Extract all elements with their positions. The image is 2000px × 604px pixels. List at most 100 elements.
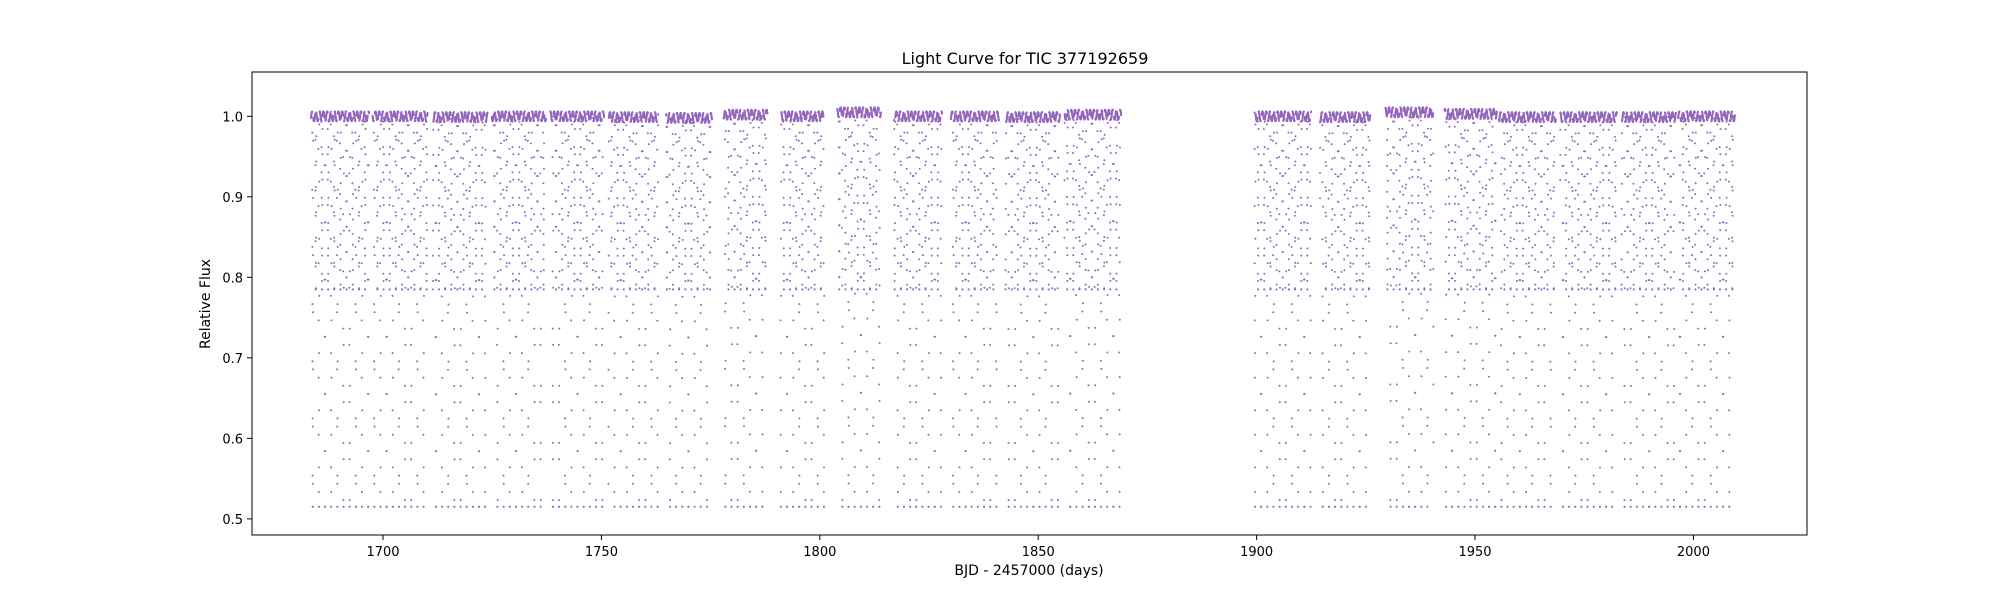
- data-point: [453, 499, 456, 502]
- data-point: [552, 505, 554, 508]
- data-point: [398, 131, 401, 134]
- data-point: [401, 288, 403, 291]
- data-point: [481, 288, 484, 291]
- data-point: [407, 276, 410, 279]
- data-point: [496, 286, 499, 289]
- data-point: [389, 196, 391, 199]
- data-point: [394, 211, 397, 214]
- data-point: [315, 185, 318, 188]
- data-point: [419, 138, 422, 141]
- data-point: [523, 110, 526, 113]
- data-point: [425, 204, 428, 206]
- data-point: [493, 200, 496, 203]
- data-point: [391, 409, 394, 412]
- data-point: [555, 149, 558, 152]
- data-point: [515, 505, 517, 508]
- data-point: [462, 244, 465, 246]
- data-point: [361, 505, 363, 508]
- data-point: [398, 188, 401, 191]
- data-point: [385, 278, 388, 281]
- data-segment: [310, 110, 371, 508]
- data-point: [632, 303, 635, 306]
- data-point: [311, 131, 314, 134]
- data-point: [533, 505, 536, 508]
- data-point: [318, 352, 321, 355]
- data-point: [459, 173, 462, 176]
- data-point: [509, 237, 512, 240]
- data-point: [502, 368, 505, 371]
- data-point: [382, 204, 385, 206]
- data-point: [400, 243, 403, 246]
- data-point: [373, 425, 376, 428]
- data-point: [453, 458, 456, 461]
- data-point: [410, 499, 413, 502]
- data-point: [496, 401, 499, 404]
- data-point: [394, 288, 397, 291]
- data-point: [404, 229, 407, 232]
- data-point: [564, 139, 567, 142]
- data-point: [450, 258, 453, 261]
- data-point: [342, 327, 345, 330]
- data-point: [561, 142, 564, 145]
- data-point: [333, 138, 336, 141]
- data-point: [314, 164, 317, 167]
- data-point: [607, 482, 610, 485]
- data-point: [364, 178, 367, 181]
- data-point: [515, 221, 518, 224]
- data-point: [573, 229, 576, 232]
- data-point: [389, 171, 391, 174]
- data-point: [416, 482, 419, 485]
- data-point: [453, 230, 456, 233]
- data-point: [496, 213, 499, 216]
- data-point: [622, 179, 625, 182]
- data-point: [462, 283, 465, 286]
- data-point: [570, 205, 572, 208]
- data-point: [527, 188, 530, 191]
- data-point: [358, 261, 360, 264]
- data-point: [459, 287, 462, 290]
- data-point: [398, 417, 401, 420]
- data-point: [570, 376, 573, 379]
- data-point: [440, 181, 443, 184]
- data-point: [527, 425, 530, 428]
- data-segment: [549, 110, 605, 508]
- data-point: [499, 182, 502, 185]
- data-point: [505, 261, 508, 264]
- data-point: [345, 276, 348, 279]
- data-point: [410, 441, 413, 444]
- data-point: [437, 280, 440, 282]
- data-point: [570, 319, 573, 322]
- data-point: [385, 505, 388, 508]
- data-point: [443, 236, 446, 239]
- data-point: [465, 474, 468, 477]
- data-point: [607, 311, 610, 314]
- data-point: [345, 175, 348, 177]
- data-point: [379, 433, 382, 436]
- data-point: [336, 254, 338, 257]
- data-point: [444, 139, 447, 142]
- data-point: [505, 214, 508, 217]
- data-point: [533, 156, 535, 159]
- data-point: [373, 303, 375, 306]
- data-point: [530, 283, 533, 286]
- data-point: [518, 288, 521, 291]
- data-point: [327, 196, 330, 199]
- data-point: [505, 287, 508, 290]
- data-point: [569, 120, 572, 122]
- data-point: [478, 279, 481, 282]
- data-point: [342, 499, 345, 502]
- data-point: [567, 185, 570, 188]
- data-point: [493, 124, 496, 127]
- data-point: [459, 344, 462, 347]
- data-point: [419, 265, 422, 268]
- data-point: [505, 138, 508, 141]
- data-point: [463, 168, 465, 171]
- data-point: [530, 218, 533, 221]
- data-point: [523, 135, 526, 138]
- data-point: [342, 384, 345, 387]
- data-point: [388, 247, 391, 250]
- data-point: [364, 280, 367, 282]
- data-point: [465, 303, 468, 306]
- data-point: [576, 450, 579, 453]
- data-point: [594, 327, 597, 330]
